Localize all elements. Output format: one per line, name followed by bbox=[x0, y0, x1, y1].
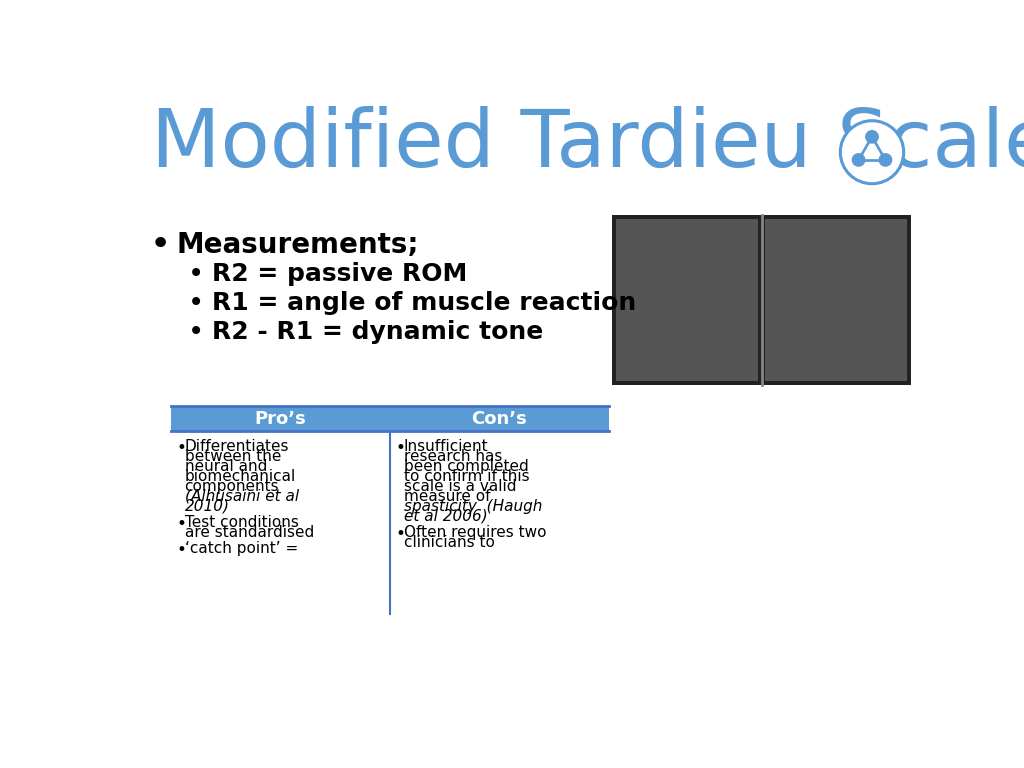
Text: measure of: measure of bbox=[403, 488, 490, 504]
Text: •: • bbox=[177, 541, 186, 559]
Text: research has: research has bbox=[403, 449, 502, 464]
Text: •: • bbox=[177, 515, 186, 533]
Text: components: components bbox=[184, 478, 280, 494]
Text: Con’s: Con’s bbox=[471, 409, 527, 428]
Text: between the: between the bbox=[184, 449, 281, 464]
Text: are standardised: are standardised bbox=[184, 525, 313, 540]
Text: •: • bbox=[150, 227, 171, 262]
Text: Measurements;: Measurements; bbox=[176, 230, 419, 259]
Circle shape bbox=[843, 123, 901, 181]
Text: Modified Tardieu Scale: Modified Tardieu Scale bbox=[152, 105, 1024, 184]
Text: •: • bbox=[395, 439, 406, 457]
Text: clinicians to: clinicians to bbox=[403, 535, 495, 550]
Text: Insufficient: Insufficient bbox=[403, 439, 488, 454]
Text: scale is a valid: scale is a valid bbox=[403, 478, 516, 494]
Text: 2010): 2010) bbox=[184, 498, 229, 514]
Text: Test conditions: Test conditions bbox=[184, 515, 298, 530]
Circle shape bbox=[852, 154, 865, 166]
Text: been completed: been completed bbox=[403, 458, 528, 474]
Circle shape bbox=[840, 120, 904, 184]
Text: (Alhusaini et al: (Alhusaini et al bbox=[184, 488, 299, 504]
Circle shape bbox=[866, 131, 879, 143]
Text: Often requires two: Often requires two bbox=[403, 525, 546, 540]
Text: R2 = passive ROM: R2 = passive ROM bbox=[212, 262, 467, 286]
Bar bbox=[765, 219, 907, 381]
Bar bbox=[612, 215, 910, 385]
Text: R1 = angle of muscle reaction: R1 = angle of muscle reaction bbox=[212, 291, 636, 315]
Text: neural and: neural and bbox=[184, 458, 267, 474]
Text: •: • bbox=[188, 260, 205, 288]
Text: •: • bbox=[395, 525, 406, 543]
Circle shape bbox=[880, 154, 892, 166]
Text: •: • bbox=[188, 319, 205, 346]
Text: Pro’s: Pro’s bbox=[254, 409, 306, 428]
Bar bbox=[616, 219, 758, 381]
Text: ‘catch point’ =: ‘catch point’ = bbox=[184, 541, 298, 556]
Text: spasticity  (Haugh: spasticity (Haugh bbox=[403, 498, 542, 514]
Text: to confirm if this: to confirm if this bbox=[403, 468, 529, 484]
Text: biomechanical: biomechanical bbox=[184, 468, 296, 484]
Text: •: • bbox=[177, 439, 186, 457]
Bar bbox=[171, 406, 389, 431]
Bar bbox=[389, 406, 608, 431]
Text: et al 2006): et al 2006) bbox=[403, 508, 487, 524]
Text: R2 - R1 = dynamic tone: R2 - R1 = dynamic tone bbox=[212, 320, 543, 344]
Text: Differentiates: Differentiates bbox=[184, 439, 289, 454]
Text: •: • bbox=[188, 289, 205, 317]
